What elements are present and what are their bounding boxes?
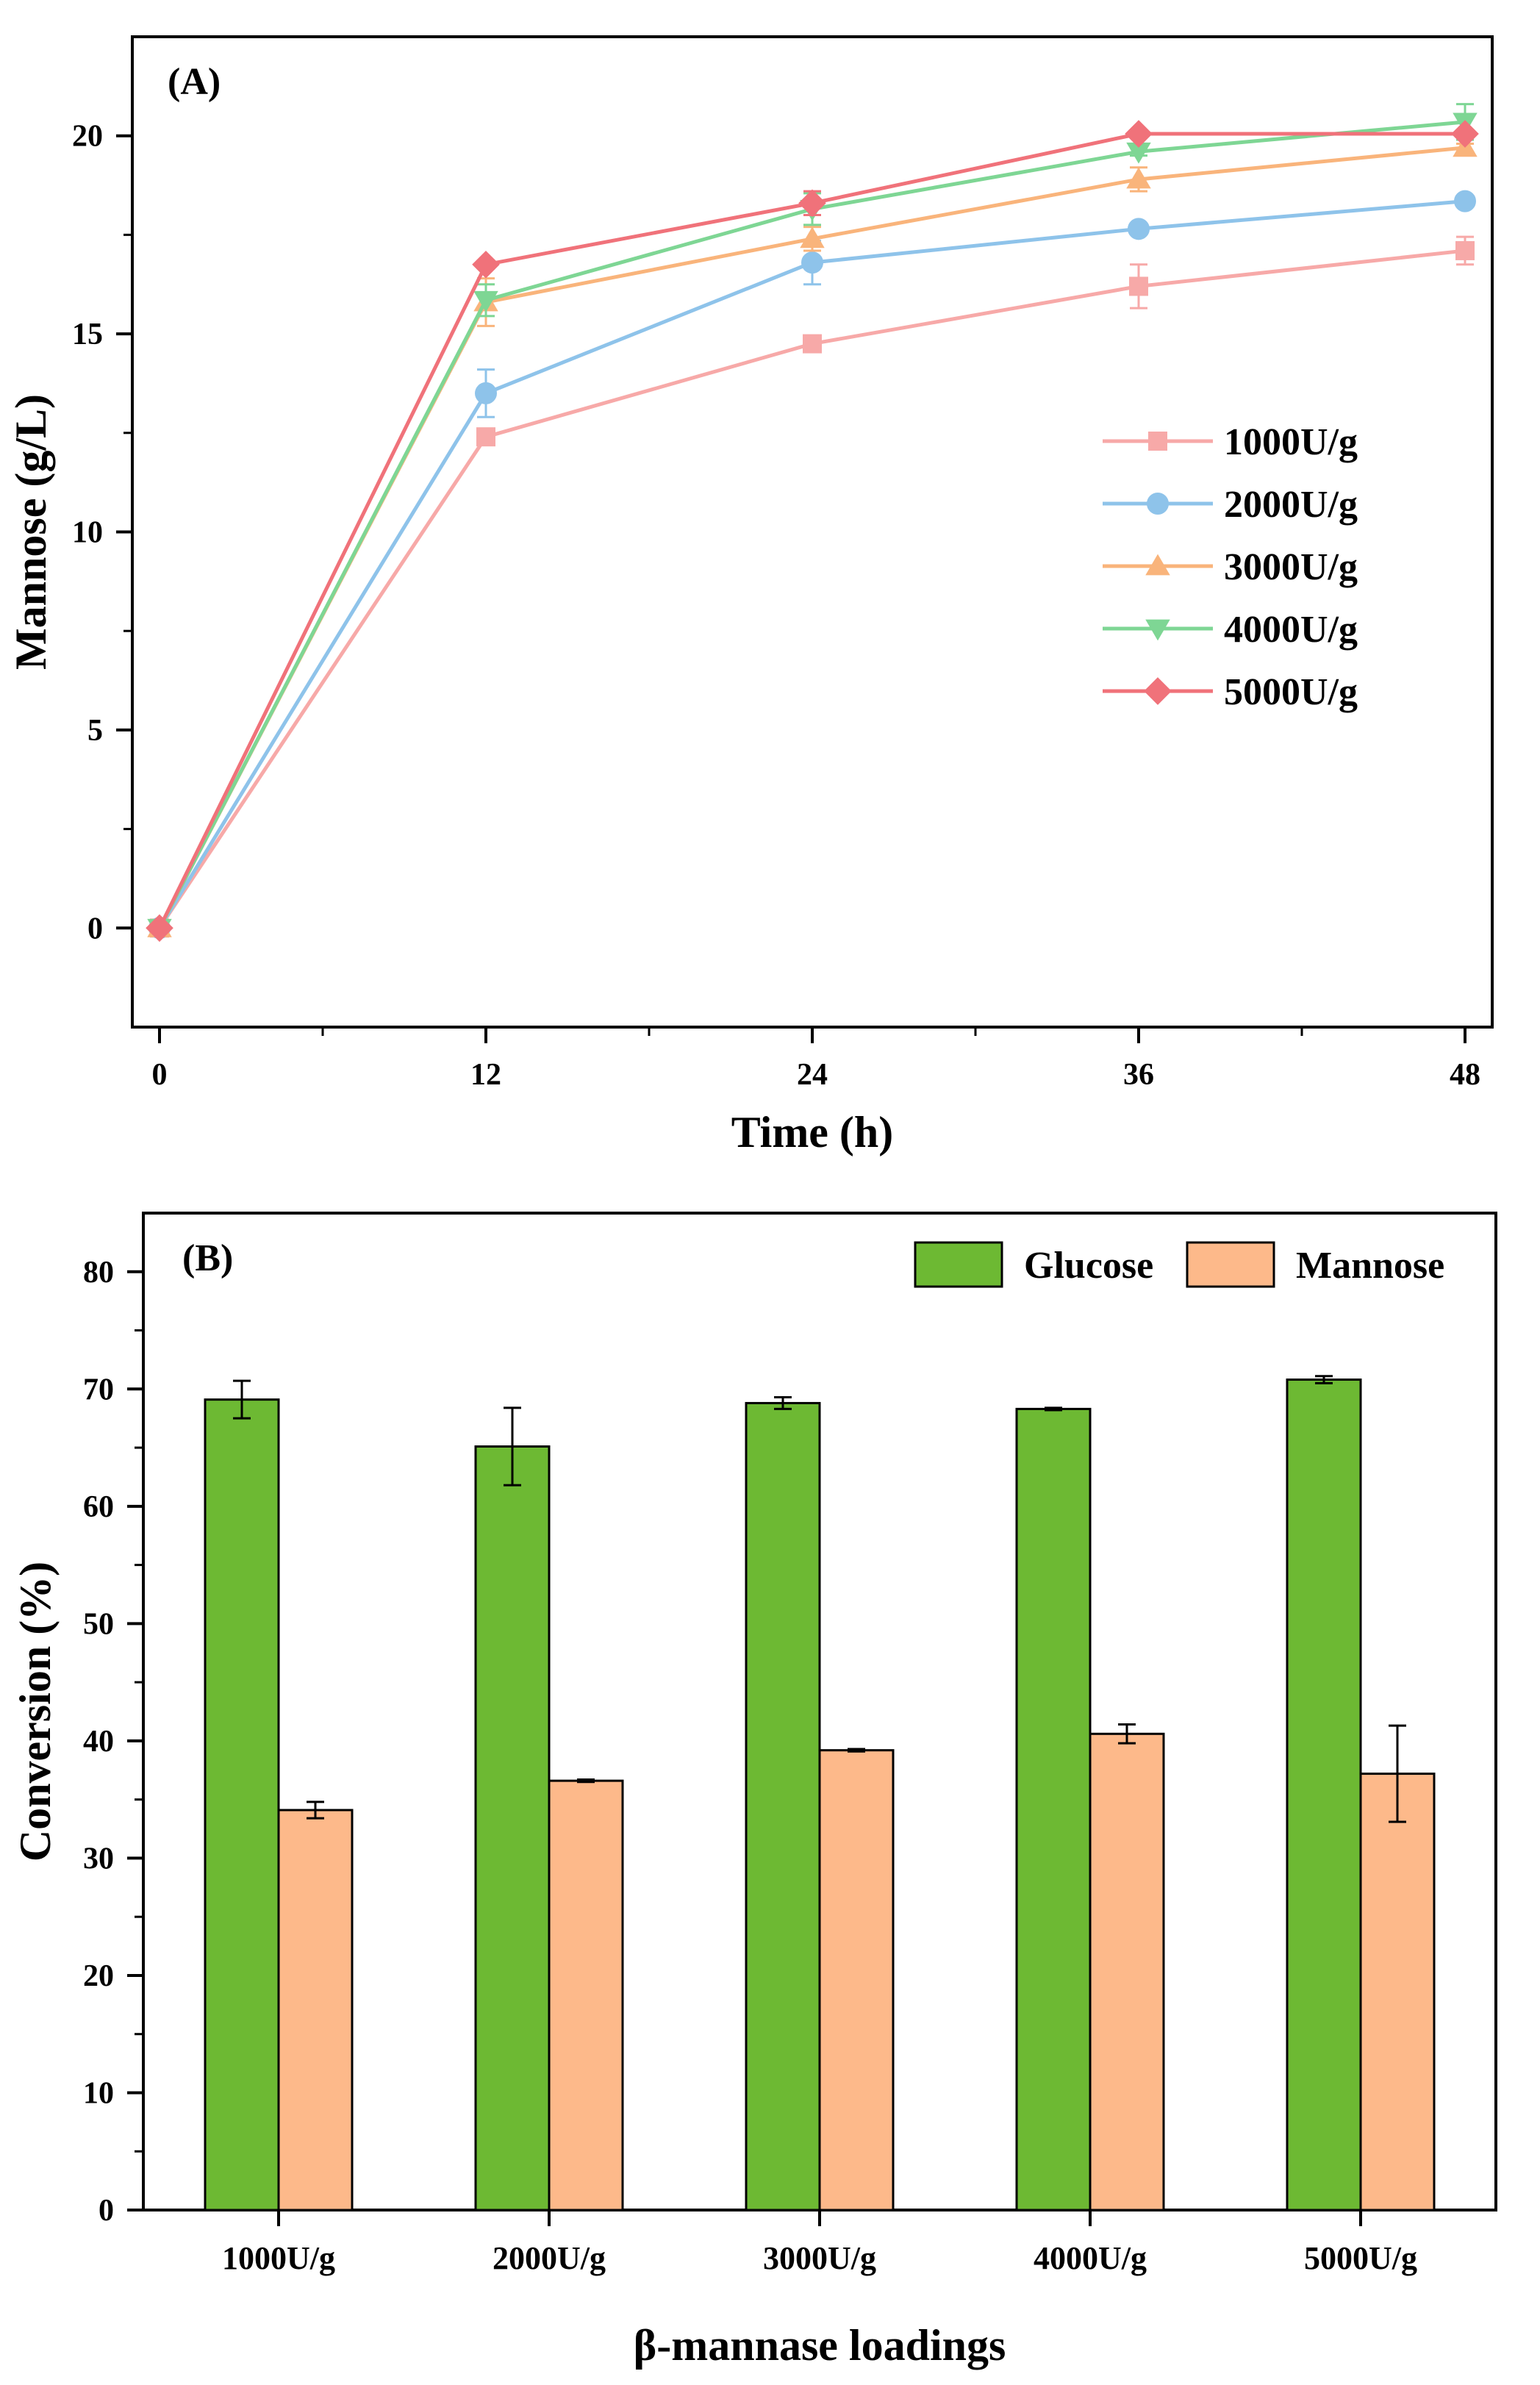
x-tick-label: 0 xyxy=(152,1058,168,1092)
panel-label-b: (B) xyxy=(182,1237,233,1279)
y-tick-label: 5 xyxy=(87,714,103,748)
data-point xyxy=(1451,120,1479,148)
x-tick-label: 12 xyxy=(470,1058,501,1092)
legend-marker xyxy=(1145,619,1170,641)
legend-label: Mannose xyxy=(1296,1245,1444,1287)
x-tick-label: 24 xyxy=(797,1058,828,1092)
y-tick-label: 80 xyxy=(83,1256,114,1290)
y-tick-label: 15 xyxy=(72,318,103,351)
data-point xyxy=(1128,218,1150,240)
y-tick-label: 10 xyxy=(72,516,103,550)
x-tick-label: 4000U/g xyxy=(1034,2240,1147,2276)
legend-label: 3000U/g xyxy=(1224,546,1358,588)
data-point xyxy=(1129,276,1148,296)
legend-marker xyxy=(1147,493,1169,515)
bar-Glucose-2000U/g xyxy=(474,1445,551,2211)
y-tick-label: 70 xyxy=(83,1373,114,1406)
data-point xyxy=(798,189,826,218)
y-tick-label: 30 xyxy=(83,1842,114,1876)
legend-a: 1000U/g 2000U/g 3000U/g 4000U/g 5000U/g xyxy=(1103,421,1358,713)
legend-marker xyxy=(1148,432,1167,451)
panel-b-bar-chart: 0 10 20 30 40 50 60 70 80 1000U/g 2000U/g 3000U/g 40… xyxy=(11,1212,1497,2370)
legend-label: 4000U/g xyxy=(1224,609,1358,651)
legend-swatch xyxy=(1186,1241,1275,1288)
data-point xyxy=(1455,240,1475,260)
legend-marker xyxy=(1145,554,1170,576)
data-point xyxy=(1125,120,1153,148)
legend-b: Glucose Mannose xyxy=(914,1241,1444,1288)
bar-Mannose-2000U/g xyxy=(548,1779,624,2211)
bar-Glucose-4000U/g xyxy=(1015,1407,1092,2211)
bar-Glucose-5000U/g xyxy=(1286,1379,1362,2211)
plot-frame xyxy=(131,35,1494,1029)
bar-Glucose-3000U/g xyxy=(745,1401,821,2211)
data-point xyxy=(475,382,497,404)
y-tick-label: 60 xyxy=(83,1490,114,1524)
y-tick-label: 10 xyxy=(83,2076,114,2110)
panel-label-a: (A) xyxy=(168,61,221,103)
data-point xyxy=(476,427,495,447)
x-tick-label: 1000U/g xyxy=(222,2240,335,2276)
x-tick-label: 5000U/g xyxy=(1304,2240,1417,2276)
bar-Mannose-4000U/g xyxy=(1089,1732,1165,2211)
bar-Glucose-1000U/g xyxy=(204,1398,280,2211)
bar-Mannose-3000U/g xyxy=(818,1749,895,2211)
legend-label: 5000U/g xyxy=(1224,671,1358,713)
y-tick-label: 40 xyxy=(83,1725,114,1759)
legend-label: Glucose xyxy=(1024,1245,1153,1287)
data-point xyxy=(146,914,173,943)
data-point xyxy=(473,290,498,312)
bar-Mannose-5000U/g xyxy=(1359,1773,1436,2211)
series-5000U/g xyxy=(146,120,1479,943)
data-point xyxy=(472,250,500,279)
legend-label: 2000U/g xyxy=(1224,484,1358,526)
y-tick-label: 50 xyxy=(83,1607,114,1641)
x-tick-label: 3000U/g xyxy=(763,2240,876,2276)
series-2000U/g xyxy=(148,190,1476,940)
data-point xyxy=(803,334,822,354)
legend-label: 1000U/g xyxy=(1224,421,1358,463)
data-point xyxy=(1126,167,1151,189)
x-axis-title: β-mannase loadings xyxy=(634,2321,1006,2370)
x-tick-label: 2000U/g xyxy=(493,2240,606,2276)
panel-a-line-chart: 0 5 10 15 20 0 12 24 36 48 Time (h) Mannose (g/L) (A… xyxy=(7,35,1494,1156)
y-axis-title: Conversion (%) xyxy=(11,1562,60,1862)
data-point xyxy=(1454,190,1476,212)
y-axis-title: Mannose (g/L) xyxy=(7,394,55,670)
legend-swatch xyxy=(914,1241,1003,1288)
x-tick-label: 48 xyxy=(1450,1058,1480,1092)
y-tick-label: 0 xyxy=(99,2194,114,2228)
legend-marker xyxy=(1144,677,1172,705)
y-tick-label: 20 xyxy=(72,120,103,154)
x-axis-title: Time (h) xyxy=(731,1108,894,1156)
y-tick-label: 0 xyxy=(87,912,103,945)
bar-Mannose-1000U/g xyxy=(277,1809,354,2211)
x-tick-label: 36 xyxy=(1123,1058,1154,1092)
data-point xyxy=(800,226,825,248)
y-tick-label: 20 xyxy=(83,1959,114,1993)
data-point xyxy=(801,251,823,274)
